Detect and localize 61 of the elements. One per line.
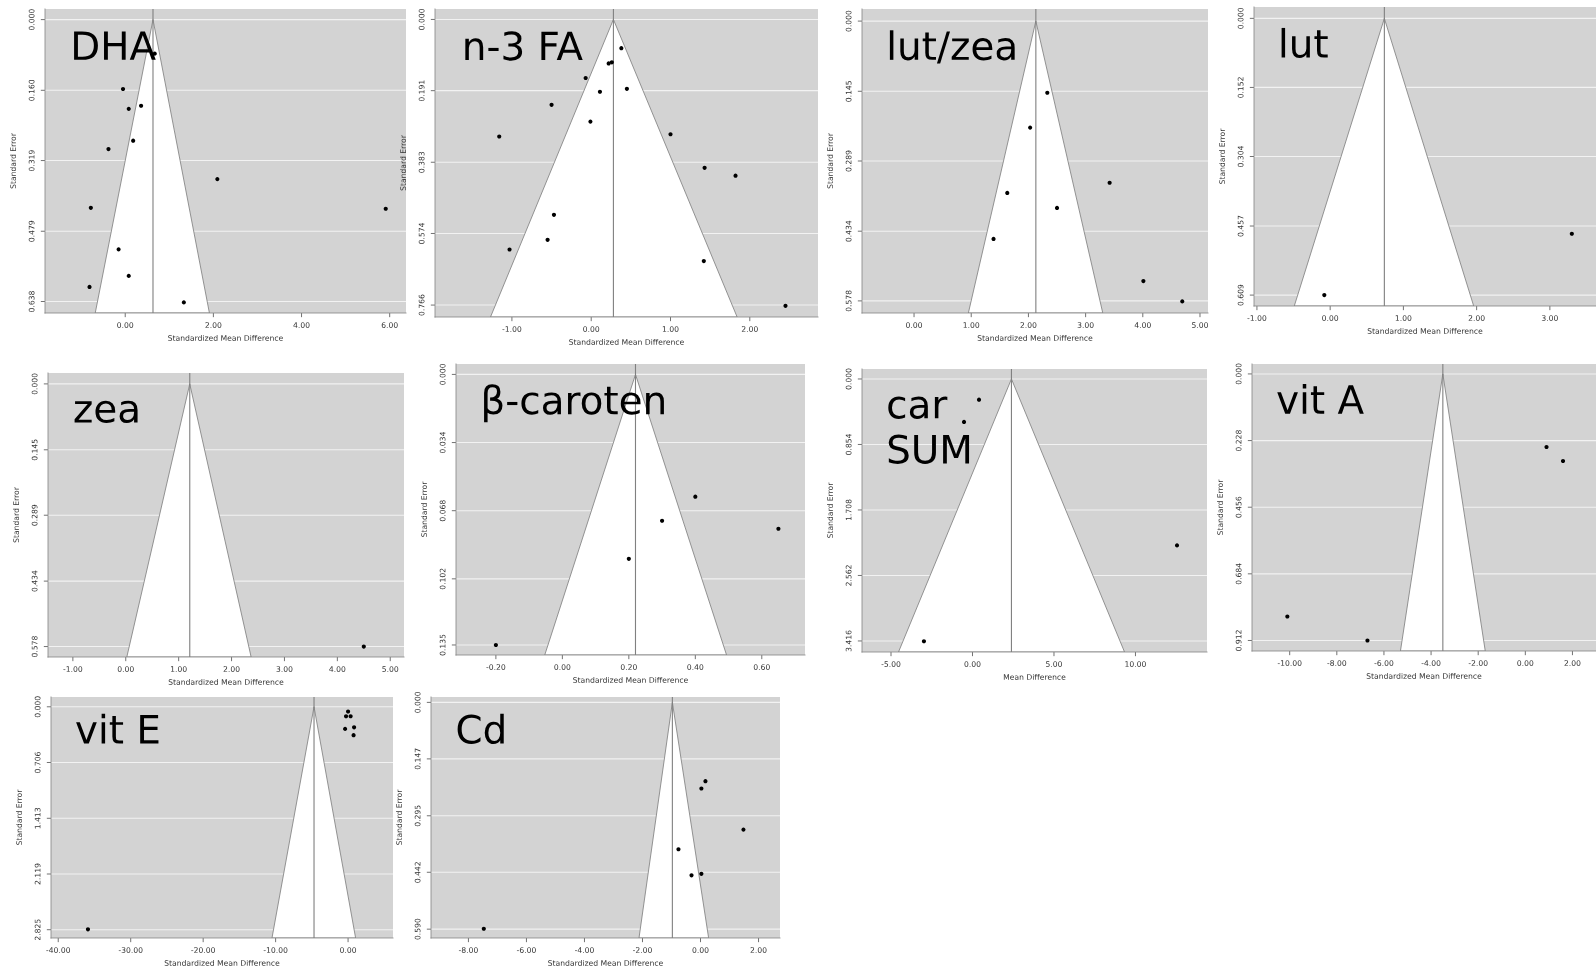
point [88,205,93,210]
point [626,556,631,561]
point [131,138,136,143]
point [181,300,186,305]
point [668,132,673,137]
text: car SUM [888,396,970,464]
point [624,86,629,91]
point [85,927,91,932]
point [126,106,131,111]
point [783,303,788,308]
point [348,714,353,719]
point [1180,299,1185,304]
point [1107,180,1112,185]
point [703,779,708,784]
point [351,733,356,738]
point [976,397,982,402]
point [1174,543,1180,548]
chart-title: DHA [74,31,156,60]
point [991,236,996,242]
point [961,419,967,424]
point [139,103,144,108]
point [383,206,388,211]
point [497,134,502,139]
point [693,494,698,499]
point [921,639,927,644]
chart-title: vit E [76,713,159,744]
point [549,102,554,107]
point [343,714,349,719]
point [551,212,557,217]
point [776,526,781,531]
point [659,518,665,523]
point [699,871,704,876]
point [1005,190,1010,196]
point [126,273,131,278]
point [1141,278,1146,284]
chart-title: n-3 FA [465,31,583,61]
point [619,46,624,51]
point [1028,125,1033,130]
point [493,642,498,648]
point [676,847,681,852]
chart-title: lut/zea [889,30,1015,64]
point [1365,638,1370,643]
point [106,146,111,152]
text: β-caroten [484,384,664,423]
point [481,926,486,931]
chart-title: lut [1281,27,1328,59]
point [343,726,348,731]
point [701,258,706,264]
point [702,165,707,170]
point [1054,205,1060,211]
point [1045,90,1050,95]
chart-title: Cd [457,713,504,744]
chart-title: vit A [1277,384,1364,414]
point [597,89,603,94]
chart-title: zea [74,400,138,423]
point [583,75,588,81]
point [507,247,512,252]
point [545,237,550,242]
point [215,177,220,182]
point [352,725,357,730]
point [87,284,92,290]
